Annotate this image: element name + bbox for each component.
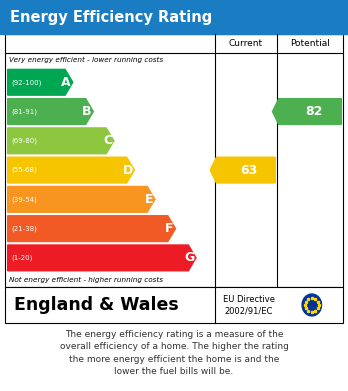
Text: (1-20): (1-20) xyxy=(11,255,32,261)
Polygon shape xyxy=(8,157,134,183)
Text: B: B xyxy=(82,105,92,118)
Text: EU Directive
2002/91/EC: EU Directive 2002/91/EC xyxy=(223,295,275,315)
Polygon shape xyxy=(8,128,114,154)
Polygon shape xyxy=(8,187,155,212)
Text: (69-80): (69-80) xyxy=(11,138,37,144)
Text: 63: 63 xyxy=(241,163,258,177)
Polygon shape xyxy=(8,69,73,95)
Polygon shape xyxy=(8,99,93,124)
Text: (92-100): (92-100) xyxy=(11,79,41,86)
Text: D: D xyxy=(122,163,133,177)
Polygon shape xyxy=(210,157,275,183)
Text: A: A xyxy=(62,76,71,89)
Text: (21-38): (21-38) xyxy=(11,225,37,232)
Text: C: C xyxy=(103,135,112,147)
Polygon shape xyxy=(8,216,175,242)
Text: Current: Current xyxy=(229,39,263,48)
Text: G: G xyxy=(184,251,194,264)
Text: E: E xyxy=(145,193,153,206)
Polygon shape xyxy=(8,245,196,271)
Text: England & Wales: England & Wales xyxy=(14,296,178,314)
Text: Not energy efficient - higher running costs: Not energy efficient - higher running co… xyxy=(9,277,163,283)
Text: 82: 82 xyxy=(305,105,322,118)
Text: (55-68): (55-68) xyxy=(11,167,37,173)
Text: The energy efficiency rating is a measure of the
overall efficiency of a home. T: The energy efficiency rating is a measur… xyxy=(60,330,288,376)
Text: F: F xyxy=(165,222,174,235)
Text: (39-54): (39-54) xyxy=(11,196,37,203)
Text: Very energy efficient - lower running costs: Very energy efficient - lower running co… xyxy=(9,57,163,63)
Bar xyxy=(5,34,343,287)
Text: (81-91): (81-91) xyxy=(11,108,37,115)
Text: Energy Efficiency Rating: Energy Efficiency Rating xyxy=(10,9,213,25)
Bar xyxy=(5,287,343,323)
Circle shape xyxy=(302,294,322,316)
Polygon shape xyxy=(272,99,341,124)
Bar xyxy=(0,0,348,34)
Text: Potential: Potential xyxy=(290,39,330,48)
